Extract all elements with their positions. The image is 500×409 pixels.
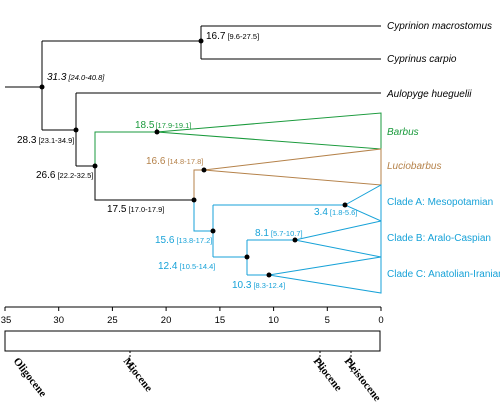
node-17-brown-upper: [193, 169, 204, 200]
epoch-label-oligocene: Oligocene: [11, 355, 49, 399]
luciobarbus-branches: [193, 148, 382, 200]
tip-label-cyprinus: Cyprinus carpio: [387, 54, 457, 65]
node-dot: [73, 127, 79, 133]
tip-label-cyprinion: Cyprinion macrostomus: [387, 21, 492, 32]
epoch-label-pleistocene: Pleistocene: [342, 355, 383, 403]
tip-label-clade-a: Clade A: Mesopotamian: [387, 197, 493, 208]
axis-tick-labels: 35 30 25 20 15 10 5 0: [1, 315, 384, 326]
tip-label-luciobarbus: Luciobarbus: [387, 161, 441, 172]
barbus-triangle: [156, 112, 382, 150]
luciobarbus-triangle: [203, 148, 382, 186]
node-label-31-3: 31.3 [24.0-40.8]: [47, 72, 105, 83]
clade-branches: [193, 184, 382, 294]
clade-c-triangle: [268, 256, 382, 294]
epoch-labels: Oligocene Miocene Pliocene Pleistocene: [11, 355, 383, 403]
node-dot: [191, 197, 197, 203]
node-label-12-4: 12.4 [10.5-14.4]: [158, 261, 215, 272]
node-17-blue-lower: [193, 200, 213, 232]
node-dot: [266, 272, 272, 278]
node-dot: [39, 84, 45, 90]
axis-tick-label: 10: [268, 315, 279, 326]
node-label-8-1: 8.1 [5.7-10.7]: [255, 228, 303, 239]
node-dot: [210, 228, 216, 234]
node-dot: [198, 38, 204, 44]
node-dot: [292, 237, 298, 243]
outgroup-branches: [5, 25, 381, 201]
tip-label-clade-c: Clade C: Anatolian-Iranian: [387, 269, 500, 280]
axis-tick-label: 0: [378, 315, 383, 326]
epoch-bar: [4, 330, 381, 352]
node-dot: [154, 129, 160, 135]
axis-tick-label: 30: [53, 315, 64, 326]
node-label-17-5: 17.5 [17.0-17.9]: [107, 204, 164, 215]
node-label-10-3: 10.3 [8.3-12.4]: [232, 280, 285, 291]
node-dot: [201, 167, 207, 173]
node-dots: [39, 38, 348, 278]
clade-b-triangle: [294, 220, 382, 258]
node-label-18-5: 18.5[17.9-19.1]: [135, 120, 191, 131]
node-dot: [244, 254, 250, 260]
clade-a-triangle: [343, 184, 382, 222]
node-label-15-6: 15.6 [13.8-17.2]: [155, 235, 212, 246]
axis-tick-label: 25: [107, 315, 118, 326]
epoch-label-pliocene: Pliocene: [311, 355, 345, 393]
tip-label-aulopyge: Aulopyge hueguelii: [386, 89, 472, 100]
tip-label-barbus: Barbus: [387, 127, 419, 138]
node-26-green-upper: [94, 131, 157, 166]
node-dot: [342, 202, 348, 208]
node-label-16-6: 16.6 [14.8-17.8]: [146, 156, 203, 167]
axis-tick-label: 15: [215, 315, 226, 326]
node-dot: [92, 163, 98, 169]
time-axis: [4, 306, 382, 311]
epoch-boundaries: [129, 351, 352, 372]
node-label-28-3: 28.3 [23.1-34.9]: [17, 135, 74, 146]
node-label-26-6: 26.6 [22.2-32.5]: [36, 170, 93, 181]
node-26-black-lower: [94, 166, 194, 201]
barbus-branches: [94, 112, 382, 166]
axis-tick-label: 5: [325, 315, 330, 326]
node-label-16-7: 16.7 [9.6-27.5]: [206, 31, 259, 42]
node-label-3-4: 3.4 [1.8-5.6]: [314, 207, 357, 218]
tip-label-clade-b: Clade B: Aralo-Caspian: [387, 233, 491, 244]
axis-tick-label: 35: [1, 315, 12, 326]
epoch-label-miocene: Miocene: [121, 355, 155, 394]
axis-tick-label: 20: [161, 315, 172, 326]
